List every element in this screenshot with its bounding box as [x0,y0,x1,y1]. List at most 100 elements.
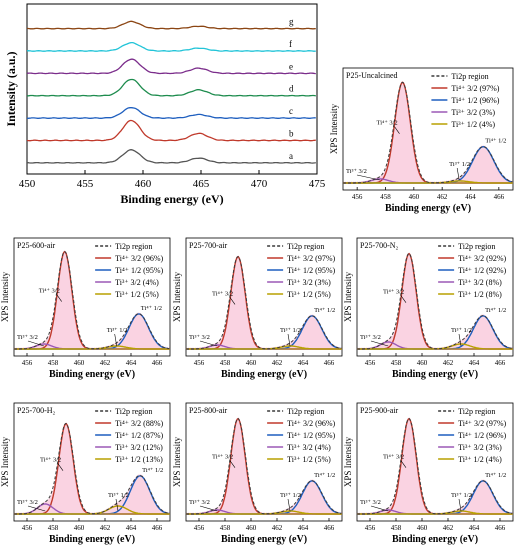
main-series-line-c [27,107,316,119]
y-axis-label: XPS Intensity [343,271,353,322]
annotation-leader [458,498,462,512]
peak-annotation: Ti⁴⁺ 1/2 [142,467,163,474]
peak-annotation: Ti³⁺ 3/2 [189,499,210,506]
annotation-leader [27,505,46,512]
panel-frame [356,237,514,357]
legend-entry: Ti⁴⁺ 1/2 (96%) [451,96,499,105]
ti2p-envelope-line [343,81,513,184]
panel: 456 458 460 462 464 466 Binding energy (eV) XPS… [329,67,514,214]
legend-entry: Ti³⁺ 3/2 (4%) [287,443,331,452]
annotation-leader [400,460,407,468]
panel-frame [342,67,514,191]
legend-entry: Ti⁴⁺ 1/2 (96%) [458,431,506,440]
annotation-leader [458,333,462,347]
x-axis-label: Binding energy (eV) [221,369,307,380]
legend-entry: Ti³⁺ 1/2 (4%) [451,120,495,129]
x-tick-label: 466 [324,359,335,367]
panel-frame [185,402,343,522]
y-axis-label: XPS Intensity [172,271,182,322]
main-series-label-e: e [289,61,293,71]
main-series-label-b: b [289,128,294,138]
annotation-leader [199,340,218,347]
legend-entry: Ti³⁺ 3/2 (12%) [115,443,163,452]
panel-title: P25-700-H₂ [17,406,56,415]
x-tick-label: 464 [126,359,137,367]
ti2p-envelope-line [357,253,513,350]
legend-entry: Ti³⁺ 1/2 (8%) [458,290,502,299]
legend-entry: Ti2p region [287,242,324,251]
x-tick-label: 460 [409,193,420,201]
x-axis-label: Binding energy (eV) [221,534,307,545]
annotation-leader [229,460,236,468]
legend-entry: Ti⁴⁺ 3/2 (97%) [458,419,506,428]
peak-annotation: Ti⁴⁺ 3/2 [383,454,404,461]
x-tick-label: 456 [194,359,205,367]
x-tick-label: 460 [246,359,257,367]
peak-annotation: Ti⁴⁺ 3/2 [212,290,233,297]
y-axis-label: XPS Intensity [0,436,10,487]
legend-entry: Ti⁴⁺ 1/2 (87%) [115,431,163,440]
annotation-leader [370,505,389,512]
x-tick-label: 458 [48,524,59,532]
x-tick-label: 462 [100,359,111,367]
x-tick-label: 466 [324,524,335,532]
peak-annotation: Ti³⁺ 1/2 [108,492,129,499]
x-axis-label: Binding energy (eV) [49,534,135,545]
legend-entry: Ti³⁺ 1/2 (5%) [287,290,331,299]
main-series-line-e [26,58,316,75]
main-series-label-f: f [289,39,292,49]
x-tick-label: 464 [469,524,480,532]
main-series-label-g: g [289,17,294,27]
main-x-tick-label: 460 [135,178,152,190]
main-series-line-a [26,149,316,164]
x-tick-label: 462 [443,359,454,367]
peak-annotation: Ti³⁺ 3/2 [346,168,367,175]
y-axis-label: XPS Intensity [172,436,182,487]
x-tick-label: 464 [298,359,309,367]
x-tick-label: 456 [22,359,33,367]
x-tick-label: 460 [74,359,85,367]
panel-frame [185,237,343,357]
peak-annotation: Ti³⁺ 3/2 [360,499,381,506]
legend-entry: Ti⁴⁺ 3/2 (88%) [115,419,163,428]
main-x-tick-label: 465 [193,178,210,190]
annotation-leader [287,333,291,347]
x-tick-label: 458 [391,359,402,367]
peak-annotation: Ti⁴⁺ 1/2 [314,472,335,479]
ti2p-envelope-line [186,256,342,350]
legend-entry: Ti⁴⁺ 1/2 (95%) [115,266,163,275]
legend-entry: Ti³⁺ 3/2 (8%) [458,278,502,287]
main-panel: a b c d e f g 450 455 460 465 470 475 Binding energy … [4,3,326,206]
panel-title: P25-Uncalcined [346,71,398,80]
main-series-line-g [26,20,316,30]
x-tick-label: 460 [74,524,85,532]
x-tick-label: 460 [246,524,257,532]
x-tick-label: 466 [152,359,163,367]
x-tick-label: 466 [495,359,506,367]
annotation-leader [456,167,460,181]
x-tick-label: 466 [495,524,506,532]
peak-annotation: Ti³⁺ 1/2 [107,327,128,334]
legend-entry: Ti⁴⁺ 3/2 (92%) [458,254,506,263]
peak-annotation: Ti³⁺ 1/2 [449,161,470,168]
legend-entry: Ti³⁺ 1/2 (5%) [287,455,331,464]
x-tick-label: 464 [298,524,309,532]
x-tick-label: 462 [272,524,283,532]
legend-entry: Ti⁴⁺ 3/2 (96%) [287,419,335,428]
panel-title: P25-700-air [189,241,228,250]
panel: 456 458 460 462 464 466 Binding energy (eV) XPS… [0,237,171,380]
main-x-axis-label: Binding energy (eV) [120,192,223,206]
peak-annotation: Ti⁴⁺ 1/2 [141,305,162,312]
x-tick-label: 458 [391,524,402,532]
x-tick-label: 458 [48,359,59,367]
peak-annotation: Ti⁴⁺ 3/2 [40,457,61,464]
legend-entry: Ti2p region [115,242,152,251]
legend-entry: Ti⁴⁺ 3/2 (96%) [115,254,163,263]
annotation-leader [27,340,44,347]
panel-frame [13,402,171,522]
peak-annotation: Ti³⁺ 1/2 [280,492,301,499]
x-axis-label: Binding energy (eV) [385,203,471,214]
y-axis-label: XPS Intensity [329,103,339,154]
main-series-label-d: d [289,84,294,94]
